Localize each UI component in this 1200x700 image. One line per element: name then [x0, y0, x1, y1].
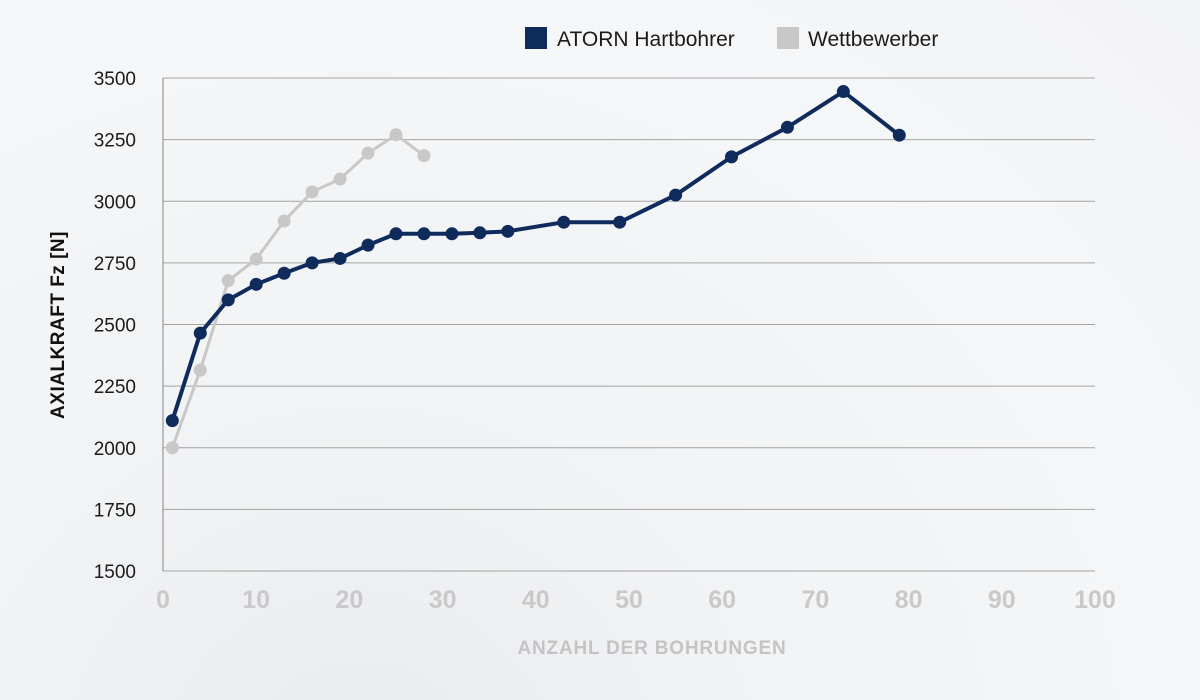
- data-point: [557, 215, 571, 229]
- x-tick-label: 70: [801, 586, 829, 614]
- data-point: [361, 238, 375, 252]
- x-tick-label: 80: [895, 586, 923, 614]
- x-tick-label: 20: [335, 586, 363, 614]
- data-point: [277, 266, 291, 280]
- y-tick-label: 3250: [94, 131, 136, 152]
- data-point: [193, 363, 207, 377]
- y-tick-label: 2500: [94, 316, 136, 337]
- legend-item: ATORN Hartbohrer: [525, 27, 735, 51]
- data-point: [501, 224, 515, 238]
- data-point: [389, 128, 403, 142]
- data-point: [277, 214, 291, 228]
- y-tick-label: 2250: [94, 377, 136, 398]
- legend-label: ATORN Hartbohrer: [557, 28, 735, 51]
- series-atorn-hartbohrer: [165, 85, 906, 428]
- data-point: [305, 256, 319, 270]
- legend-swatch: [777, 27, 799, 49]
- data-point: [892, 128, 906, 142]
- data-point: [249, 252, 263, 266]
- data-point: [361, 146, 375, 160]
- x-tick-label: 40: [522, 586, 550, 614]
- data-point: [669, 188, 683, 202]
- grid-lines: [163, 77, 1095, 572]
- legend: ATORN Hartbohrer Wettbewerber: [525, 27, 938, 51]
- y-tick-label: 1750: [94, 500, 136, 521]
- x-tick-label: 0: [156, 586, 170, 614]
- x-axis-title: ANZAHL DER BOHRUNGEN: [518, 638, 787, 659]
- data-point: [333, 251, 347, 265]
- data-point: [249, 277, 263, 291]
- x-tick-label: 10: [242, 586, 270, 614]
- data-point: [221, 293, 235, 307]
- data-point: [417, 227, 431, 241]
- series-wettbewerber: [165, 128, 431, 455]
- series: [165, 85, 906, 455]
- x-tick-labels: 0 10 20 30 40 50 60 70 80 90 100: [156, 586, 1116, 614]
- data-point: [165, 414, 179, 428]
- data-point: [780, 120, 794, 134]
- data-point: [725, 150, 739, 164]
- y-tick-label: 3500: [94, 69, 136, 90]
- x-tick-label: 90: [988, 586, 1016, 614]
- y-tick-label: 2000: [94, 439, 136, 460]
- x-tick-label: 100: [1074, 586, 1116, 614]
- y-tick-label: 3000: [94, 192, 136, 213]
- x-tick-label: 60: [708, 586, 736, 614]
- data-point: [165, 441, 179, 455]
- data-point: [333, 172, 347, 186]
- y-tick-labels: 3500 3250 3000 2750 2500 2250 2000 1750 1500: [94, 69, 136, 583]
- data-point: [193, 326, 207, 340]
- data-point: [417, 149, 431, 163]
- x-tick-label: 50: [615, 586, 643, 614]
- legend-label: Wettbewerber: [808, 28, 938, 51]
- series-line: [170, 89, 902, 423]
- y-axis-title: AXIALKRAFT Fz [N]: [48, 231, 69, 419]
- x-tick-label: 30: [429, 586, 457, 614]
- data-point: [305, 185, 319, 199]
- data-point: [389, 227, 403, 241]
- data-point: [221, 274, 235, 288]
- legend-swatch: [525, 27, 547, 49]
- legend-item: Wettbewerber: [777, 27, 938, 51]
- series-line: [170, 133, 426, 450]
- y-tick-label: 1500: [94, 562, 136, 583]
- y-tick-label: 2750: [94, 254, 136, 275]
- data-point: [836, 85, 850, 99]
- data-point: [613, 215, 627, 229]
- data-point: [473, 226, 487, 240]
- data-point: [445, 227, 459, 241]
